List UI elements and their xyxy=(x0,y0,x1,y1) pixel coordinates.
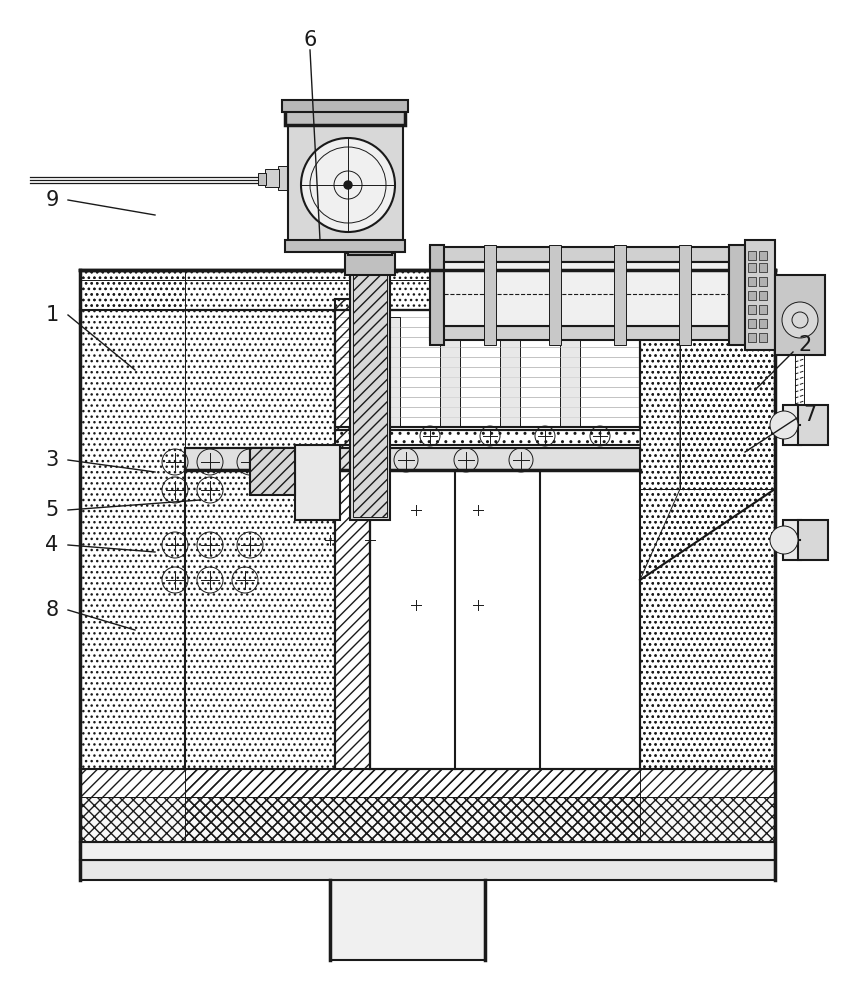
Bar xyxy=(759,319,767,328)
Bar xyxy=(348,250,392,255)
Bar xyxy=(80,860,775,880)
Bar xyxy=(748,333,756,342)
Bar xyxy=(748,251,756,260)
Circle shape xyxy=(770,526,798,554)
Bar xyxy=(614,245,626,345)
Bar xyxy=(250,448,335,470)
Bar xyxy=(370,470,640,769)
Bar xyxy=(430,247,745,262)
Bar xyxy=(350,270,390,520)
Bar xyxy=(330,880,485,960)
Bar xyxy=(748,277,756,286)
Bar xyxy=(185,448,640,470)
Bar xyxy=(798,405,828,445)
Text: 1: 1 xyxy=(45,305,59,325)
Circle shape xyxy=(770,411,798,439)
Bar xyxy=(80,797,775,842)
Bar xyxy=(560,317,580,427)
Bar xyxy=(748,305,756,314)
Bar xyxy=(748,291,756,300)
Bar xyxy=(80,270,775,310)
Bar xyxy=(759,251,767,260)
Bar xyxy=(80,769,775,797)
Bar xyxy=(185,769,640,797)
Bar xyxy=(353,273,387,517)
Text: 3: 3 xyxy=(45,450,59,470)
Bar xyxy=(265,169,279,187)
Bar xyxy=(759,305,767,314)
Bar xyxy=(500,317,520,427)
Bar xyxy=(250,448,295,495)
Bar xyxy=(278,166,298,190)
Text: 6: 6 xyxy=(303,30,317,50)
Text: 5: 5 xyxy=(45,500,59,520)
Text: 2: 2 xyxy=(798,335,812,355)
Bar xyxy=(80,270,775,280)
Bar xyxy=(185,309,335,769)
Bar xyxy=(285,240,405,252)
Text: 4: 4 xyxy=(45,535,59,555)
Bar xyxy=(729,245,749,345)
Bar xyxy=(185,797,640,842)
Bar xyxy=(335,299,370,769)
Bar xyxy=(335,310,640,430)
Bar xyxy=(679,245,691,345)
Bar xyxy=(759,333,767,342)
Bar xyxy=(430,245,444,345)
Bar xyxy=(285,110,405,125)
Bar xyxy=(783,520,801,560)
Bar xyxy=(258,173,266,185)
Bar xyxy=(759,277,767,286)
Bar xyxy=(759,263,767,272)
Bar xyxy=(549,245,561,345)
Bar xyxy=(783,405,801,445)
Bar xyxy=(335,427,640,445)
Bar xyxy=(282,100,408,112)
Bar xyxy=(798,520,828,560)
Bar xyxy=(440,317,460,427)
Circle shape xyxy=(301,138,395,232)
Bar xyxy=(444,262,729,326)
Bar xyxy=(748,319,756,328)
Bar xyxy=(745,240,775,350)
Bar xyxy=(640,489,775,769)
Bar xyxy=(288,120,403,250)
Circle shape xyxy=(344,181,352,189)
Bar xyxy=(250,448,295,495)
Bar xyxy=(295,445,340,520)
Bar xyxy=(748,263,756,272)
Bar xyxy=(680,310,775,489)
Bar xyxy=(775,275,825,355)
Bar xyxy=(380,317,400,427)
Bar xyxy=(80,270,185,769)
Text: 7: 7 xyxy=(803,405,817,425)
Bar xyxy=(80,842,775,860)
Bar xyxy=(759,291,767,300)
Bar xyxy=(484,245,496,345)
Bar xyxy=(430,326,745,340)
Bar xyxy=(345,253,395,275)
Circle shape xyxy=(782,302,818,338)
Text: 9: 9 xyxy=(45,190,59,210)
Text: 8: 8 xyxy=(46,600,59,620)
